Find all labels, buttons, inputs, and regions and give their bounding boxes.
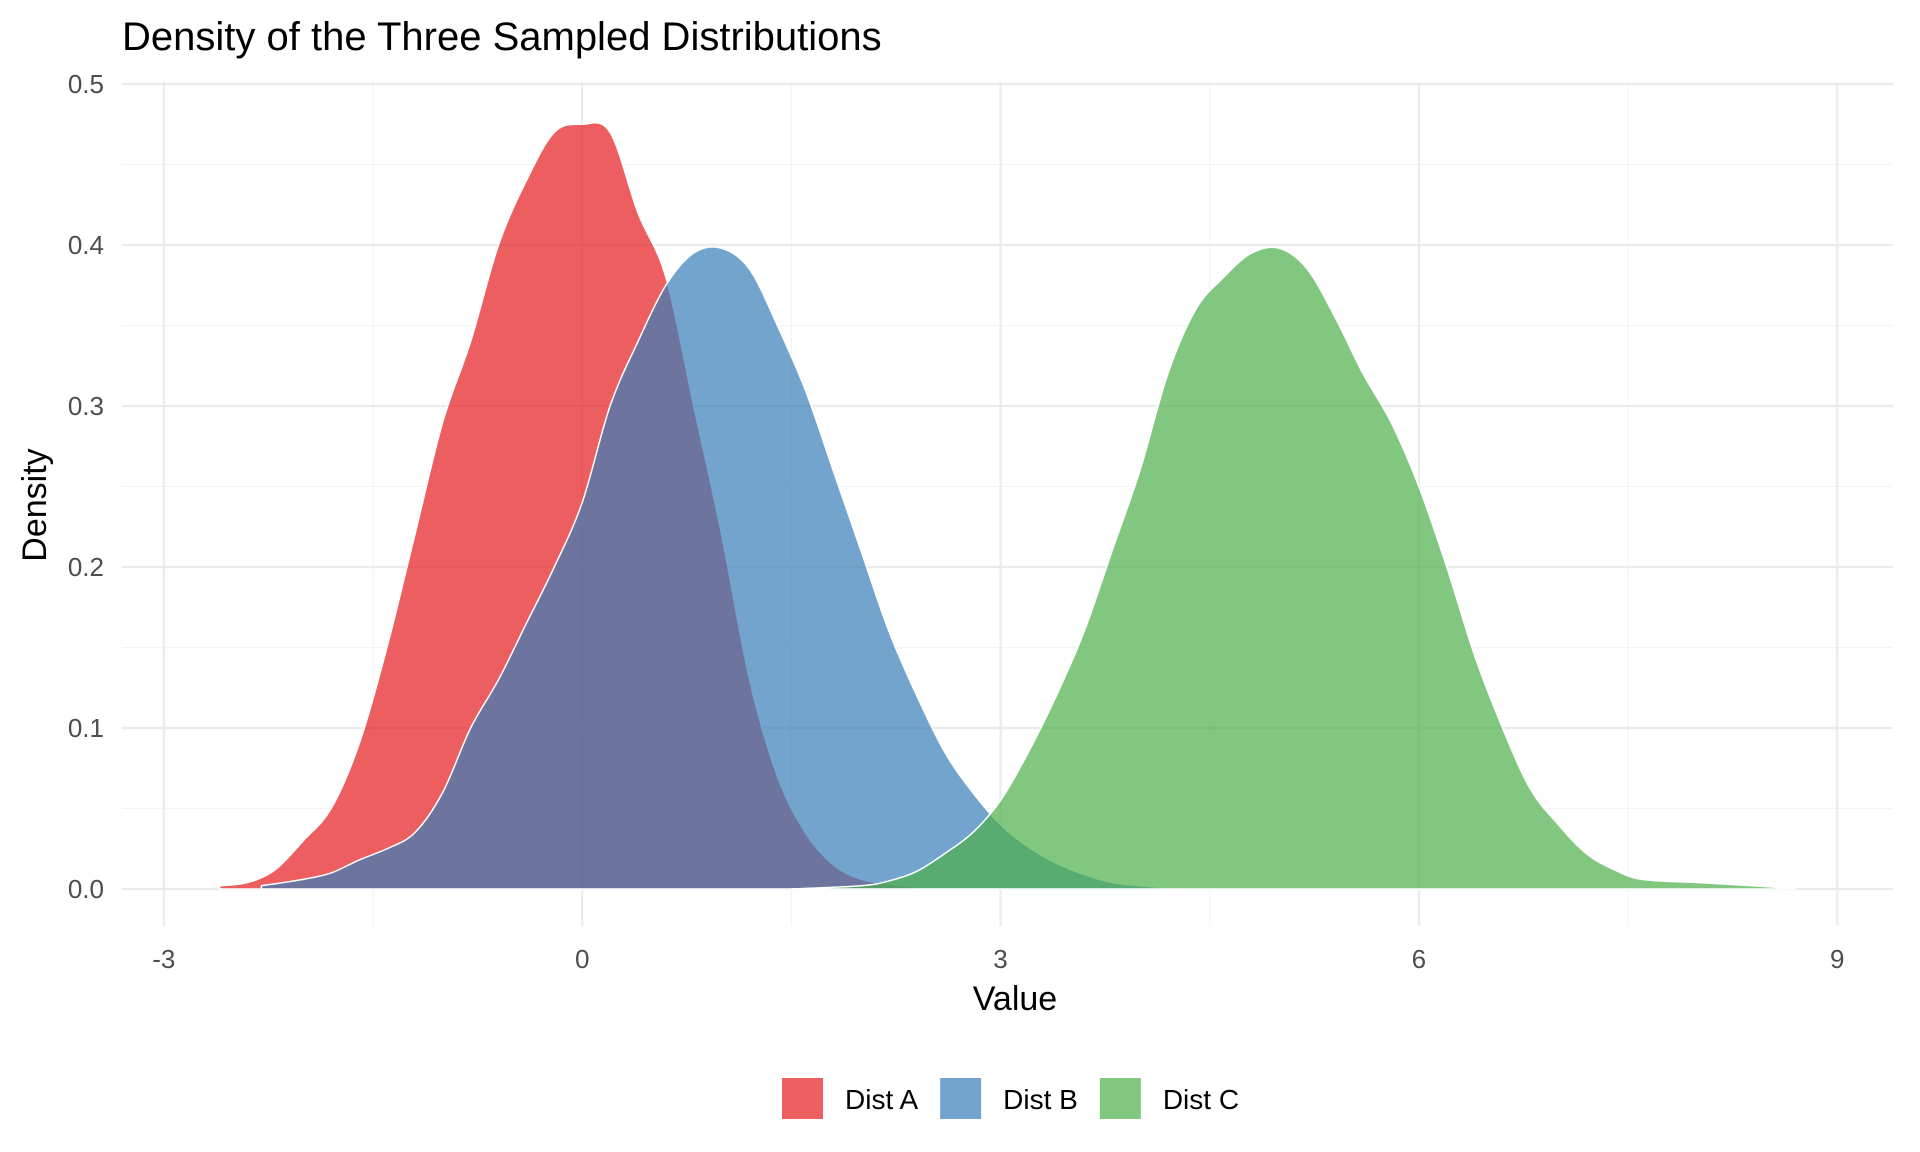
legend-label: Dist C (1163, 1084, 1239, 1115)
legend-key (1099, 1078, 1141, 1119)
legend-item-dist-a: Dist A (782, 1078, 918, 1119)
y-tick-label: 0.1 (68, 713, 104, 743)
density-area-dist-c (791, 246, 1796, 890)
legend: Dist A Dist B Dist C (782, 1078, 1239, 1119)
y-tick-label: 0.3 (68, 391, 104, 421)
y-tick-label: 0.5 (68, 69, 104, 99)
x-axis-title: Value (973, 980, 1057, 1018)
x-tick-label: -3 (152, 944, 175, 974)
legend-label: Dist A (845, 1084, 918, 1115)
y-tick-label: 0.2 (68, 552, 104, 582)
x-tick-label: 0 (575, 944, 589, 974)
y-axis-title: Density (16, 448, 54, 561)
x-tick-label: 3 (993, 944, 1007, 974)
legend-key (782, 1078, 823, 1119)
chart-title: Density of the Three Sampled Distributio… (122, 15, 882, 59)
legend-item-dist-b: Dist B (940, 1078, 1078, 1119)
legend-key (940, 1078, 982, 1119)
density-areas (218, 121, 1796, 890)
y-tick-label: 0.4 (68, 230, 104, 260)
y-tick-label: 0.0 (68, 874, 104, 904)
x-tick-label: 9 (1830, 944, 1844, 974)
legend-item-dist-c: Dist C (1099, 1078, 1239, 1119)
y-tick-labels: 0.0 0.1 0.2 0.3 0.4 0.5 (68, 69, 104, 904)
x-tick-label: 6 (1412, 944, 1426, 974)
legend-label: Dist B (1003, 1084, 1078, 1115)
x-tick-labels: -3 0 3 6 9 (152, 944, 1844, 974)
